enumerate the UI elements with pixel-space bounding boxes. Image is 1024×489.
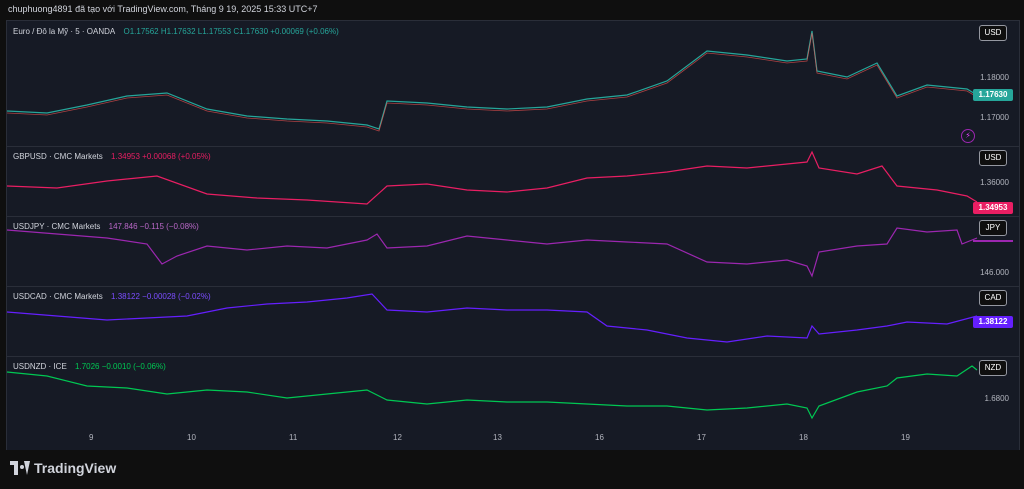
price-tick: 1.36000 — [980, 178, 1009, 187]
time-tick: 16 — [595, 433, 604, 442]
eurusd-candles — [7, 30, 978, 132]
price-tick: 1.6800 — [984, 394, 1009, 403]
pane-eurusd[interactable]: Euro / Đô la Mỹ · 5 · OANDA O1.17562 H1.… — [7, 21, 1019, 147]
brand-name: TradingView — [34, 460, 117, 476]
time-axis[interactable]: 9 10 11 12 13 16 17 18 19 — [7, 429, 1019, 451]
usdjpy-line — [7, 227, 978, 278]
price-tick: 146.000 — [980, 268, 1009, 277]
symbol-label: USDCAD · CMC Markets — [13, 292, 103, 301]
time-tick: 11 — [289, 433, 298, 442]
ohlc-values: 1.34953 +0.00068 (+0.05%) — [111, 152, 211, 161]
time-tick: 19 — [901, 433, 910, 442]
ohlc-values: 1.7026 −0.0010 (−0.06%) — [75, 362, 166, 371]
last-price-tag: 1.38122 — [973, 316, 1013, 328]
gbpusd-line — [7, 150, 978, 205]
footer: TradingView — [0, 450, 1024, 489]
time-tick: 10 — [187, 433, 196, 442]
pane-legend: Euro / Đô la Mỹ · 5 · OANDA O1.17562 H1.… — [13, 27, 339, 36]
ohlc-values: O1.17562 H1.17632 L1.17553 C1.17630 +0.0… — [123, 27, 339, 36]
pane-usdnzd[interactable]: USDNZD · ICE 1.7026 −0.0010 (−0.06%) NZD… — [7, 356, 1019, 429]
pane-usdcad[interactable]: USDCAD · CMC Markets 1.38122 −0.00028 (−… — [7, 286, 1019, 357]
currency-button[interactable]: JPY — [979, 220, 1007, 236]
time-tick: 13 — [493, 433, 502, 442]
header-bar: chuphuong4891 đã tạo với TradingView.com… — [0, 0, 1024, 20]
pane-gbpusd[interactable]: GBPUSD · CMC Markets 1.34953 +0.00068 (+… — [7, 146, 1019, 217]
pane-legend: USDJPY · CMC Markets 147.846 −0.115 (−0.… — [13, 222, 199, 231]
symbol-label: Euro / Đô la Mỹ · 5 · OANDA — [13, 27, 116, 36]
last-price-line — [973, 240, 1013, 242]
pane-usdjpy[interactable]: USDJPY · CMC Markets 147.846 −0.115 (−0.… — [7, 216, 1019, 287]
ohlc-values: 1.38122 −0.00028 (−0.02%) — [111, 292, 211, 301]
pane-legend: USDNZD · ICE 1.7026 −0.0010 (−0.06%) — [13, 362, 166, 371]
currency-button[interactable]: USD — [979, 25, 1007, 41]
currency-button[interactable]: CAD — [979, 290, 1007, 306]
symbol-label: USDNZD · ICE — [13, 362, 67, 371]
pane-legend: USDCAD · CMC Markets 1.38122 −0.00028 (−… — [13, 292, 211, 301]
currency-button[interactable]: NZD — [979, 360, 1007, 376]
chart-frame[interactable]: Euro / Đô la Mỹ · 5 · OANDA O1.17562 H1.… — [6, 20, 1020, 452]
usdnzd-line — [7, 365, 978, 420]
currency-button[interactable]: USD — [979, 150, 1007, 166]
header-text: chuphuong4891 đã tạo với TradingView.com… — [8, 4, 318, 14]
lightning-icon[interactable]: ⚡ — [961, 129, 975, 143]
symbol-label: USDJPY · CMC Markets — [13, 222, 101, 231]
last-price-tag: 1.34953 — [973, 202, 1013, 214]
time-tick: 9 — [89, 433, 94, 442]
symbol-label: GBPUSD · CMC Markets — [13, 152, 103, 161]
last-price-tag: 1.17630 — [973, 89, 1013, 101]
price-tick: 1.18000 — [980, 73, 1009, 82]
price-tick: 1.17000 — [980, 113, 1009, 122]
tradingview-logo-icon — [10, 461, 30, 475]
time-tick: 17 — [697, 433, 706, 442]
time-tick: 18 — [799, 433, 808, 442]
usdcad-line — [7, 293, 978, 343]
ohlc-values: 147.846 −0.115 (−0.08%) — [108, 222, 199, 231]
time-tick: 12 — [393, 433, 402, 442]
tradingview-logo[interactable]: TradingView — [10, 460, 116, 476]
pane-legend: GBPUSD · CMC Markets 1.34953 +0.00068 (+… — [13, 152, 211, 161]
